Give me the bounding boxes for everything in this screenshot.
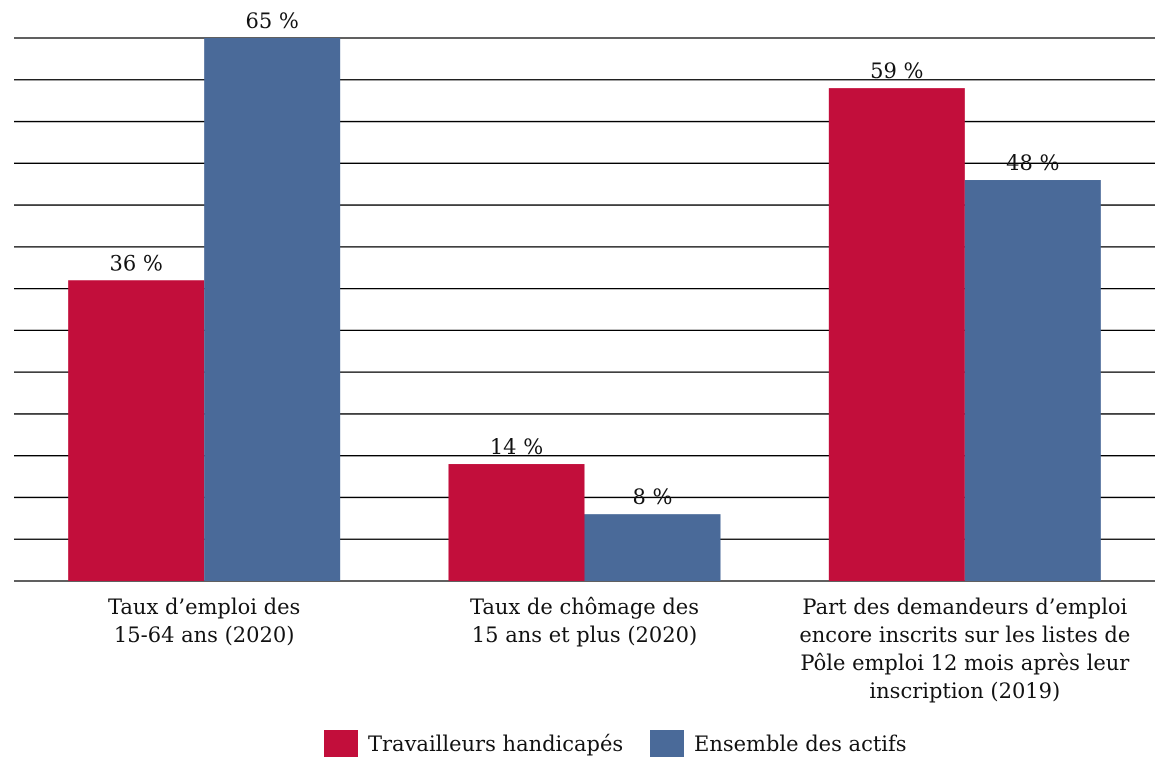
data-label: 65 %: [245, 9, 298, 33]
data-label: 8 %: [633, 485, 673, 509]
bar: [964, 180, 1101, 581]
data-label: 59 %: [870, 59, 923, 83]
legend-swatch: [324, 730, 358, 757]
category-label: inscription (2019): [869, 679, 1060, 703]
category-label: Taux d’emploi des: [108, 595, 300, 619]
data-label: 14 %: [490, 435, 543, 459]
bar: [204, 38, 341, 581]
category-label: 15 ans et plus (2020): [472, 623, 697, 647]
category-label: encore inscrits sur les listes de: [799, 623, 1130, 647]
category-label: 15-64 ans (2020): [114, 623, 295, 647]
legend-swatch: [650, 730, 684, 757]
category-label: Pôle emploi 12 mois après leur: [800, 651, 1130, 675]
bar: [828, 88, 965, 581]
bar: [584, 514, 721, 581]
legend-label: Ensemble des actifs: [694, 732, 907, 756]
legend: Travailleurs handicapés Ensemble des acti…: [324, 730, 907, 757]
bar: [448, 464, 585, 581]
bars: [68, 38, 1101, 581]
bar: [68, 280, 205, 581]
data-label: 48 %: [1006, 151, 1059, 175]
legend-label: Travailleurs handicapés: [368, 732, 623, 756]
data-label: 36 %: [109, 251, 162, 275]
category-label: Part des demandeurs d’emploi: [802, 595, 1127, 619]
data-labels: 36 % 65 % 14 % 8 % 59 % 48 %: [109, 9, 1059, 509]
category-label: Taux de chômage des: [470, 595, 699, 619]
category-labels: Taux d’emploi des 15-64 ans (2020) Taux de…: [108, 595, 1130, 703]
